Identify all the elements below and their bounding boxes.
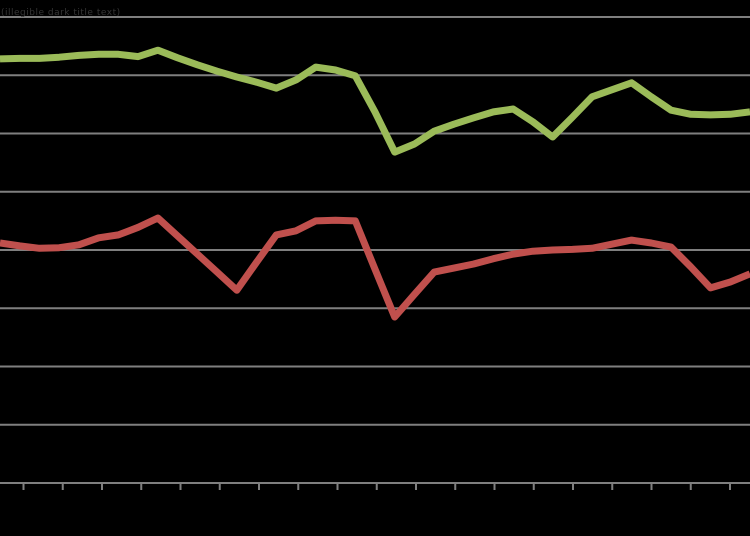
green-series-line [0,46,750,156]
chart-title: (illegible dark title text) [1,8,121,18]
red-series-line [0,214,750,321]
